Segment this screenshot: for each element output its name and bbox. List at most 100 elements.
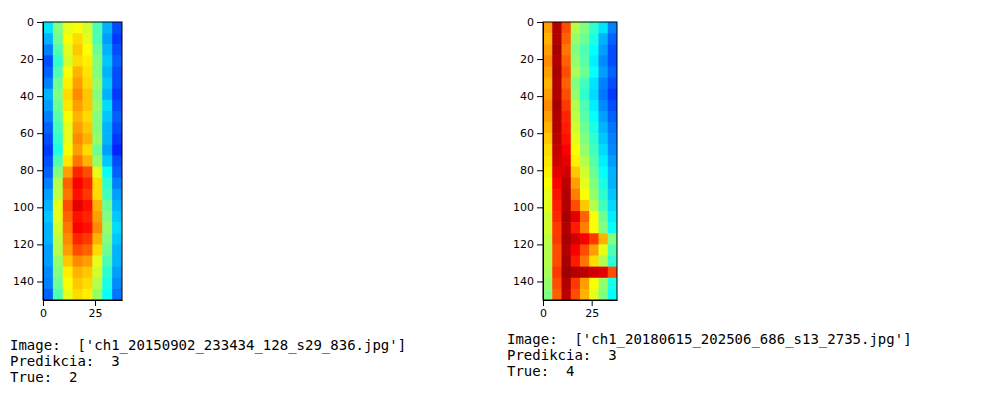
cell xyxy=(63,244,73,256)
cell xyxy=(112,222,122,234)
cell xyxy=(580,55,590,67)
cell xyxy=(589,178,599,190)
cell xyxy=(608,222,617,234)
y-tick-mark xyxy=(37,59,43,60)
cell xyxy=(73,189,83,201)
cell xyxy=(83,278,93,290)
cell xyxy=(53,233,63,245)
cell xyxy=(53,100,63,112)
cell xyxy=(83,111,93,123)
cell xyxy=(63,222,73,234)
cell xyxy=(562,222,572,234)
cell xyxy=(543,111,553,123)
cell xyxy=(580,144,590,156)
cell xyxy=(83,244,93,256)
caption-line: True: 4 xyxy=(507,363,574,379)
cell xyxy=(562,100,572,112)
cell xyxy=(43,256,53,268)
cell xyxy=(608,267,617,279)
cell xyxy=(552,289,562,300)
x-axis-line xyxy=(544,300,618,301)
cell xyxy=(552,178,562,190)
cell xyxy=(543,244,553,256)
cell xyxy=(102,78,112,90)
y-tick-mark xyxy=(537,22,543,23)
cell xyxy=(73,22,83,34)
y-tick-mark xyxy=(537,96,543,97)
cell xyxy=(92,78,102,90)
cell xyxy=(608,211,617,223)
cell xyxy=(562,178,572,190)
y-tick-label: 60 xyxy=(520,127,534,140)
heatmap-cells xyxy=(543,22,617,300)
cell xyxy=(599,189,609,201)
cell xyxy=(102,222,112,234)
cell xyxy=(571,278,581,290)
cell xyxy=(580,167,590,179)
cell xyxy=(608,44,617,56)
y-tick-label: 40 xyxy=(20,90,34,103)
cell xyxy=(562,289,572,300)
y-tick: 0 xyxy=(27,16,43,29)
cell xyxy=(63,100,73,112)
y-tick-mark xyxy=(37,22,43,23)
cell xyxy=(83,233,93,245)
cell xyxy=(112,189,122,201)
cell xyxy=(112,111,122,123)
cell xyxy=(571,111,581,123)
y-tick-label: 80 xyxy=(20,164,34,177)
cell xyxy=(92,233,102,245)
cell xyxy=(543,22,553,34)
cell xyxy=(571,122,581,134)
cell xyxy=(92,244,102,256)
y-tick-mark xyxy=(537,133,543,134)
cell xyxy=(63,200,73,212)
cell xyxy=(53,222,63,234)
y-tick-label: 40 xyxy=(520,90,534,103)
cell xyxy=(562,200,572,212)
cell xyxy=(53,155,63,167)
cell xyxy=(43,222,53,234)
cell xyxy=(571,256,581,268)
cell xyxy=(552,144,562,156)
cell xyxy=(599,211,609,223)
caption-line: Image: ['ch1_20150902_233434_128_s29_836… xyxy=(10,337,406,354)
cell xyxy=(43,289,53,300)
cell xyxy=(599,55,609,67)
cell xyxy=(102,100,112,112)
cell xyxy=(589,200,599,212)
cell xyxy=(571,178,581,190)
cell xyxy=(562,133,572,145)
cell xyxy=(543,167,553,179)
cell xyxy=(92,155,102,167)
cell xyxy=(571,211,581,223)
y-tick-label: 80 xyxy=(520,164,534,177)
cell xyxy=(43,133,53,145)
cell xyxy=(102,167,112,179)
cell xyxy=(73,66,83,78)
cell xyxy=(589,78,599,90)
cell xyxy=(552,155,562,167)
y-tick: 60 xyxy=(20,127,43,140)
cell xyxy=(73,55,83,67)
cell xyxy=(83,289,93,300)
cell xyxy=(73,144,83,156)
cell xyxy=(92,167,102,179)
cell xyxy=(580,200,590,212)
cell xyxy=(543,100,553,112)
cell xyxy=(589,278,599,290)
cell xyxy=(571,44,581,56)
y-tick-label: 20 xyxy=(520,53,534,66)
cell xyxy=(552,133,562,145)
y-tick-mark xyxy=(537,281,543,282)
cell xyxy=(562,211,572,223)
cell xyxy=(562,144,572,156)
cell xyxy=(608,144,617,156)
y-tick-label: 0 xyxy=(27,16,34,29)
cell xyxy=(53,256,63,268)
cell xyxy=(102,122,112,134)
cell xyxy=(112,22,122,34)
cell xyxy=(83,55,93,67)
cell xyxy=(571,289,581,300)
cell xyxy=(580,78,590,90)
